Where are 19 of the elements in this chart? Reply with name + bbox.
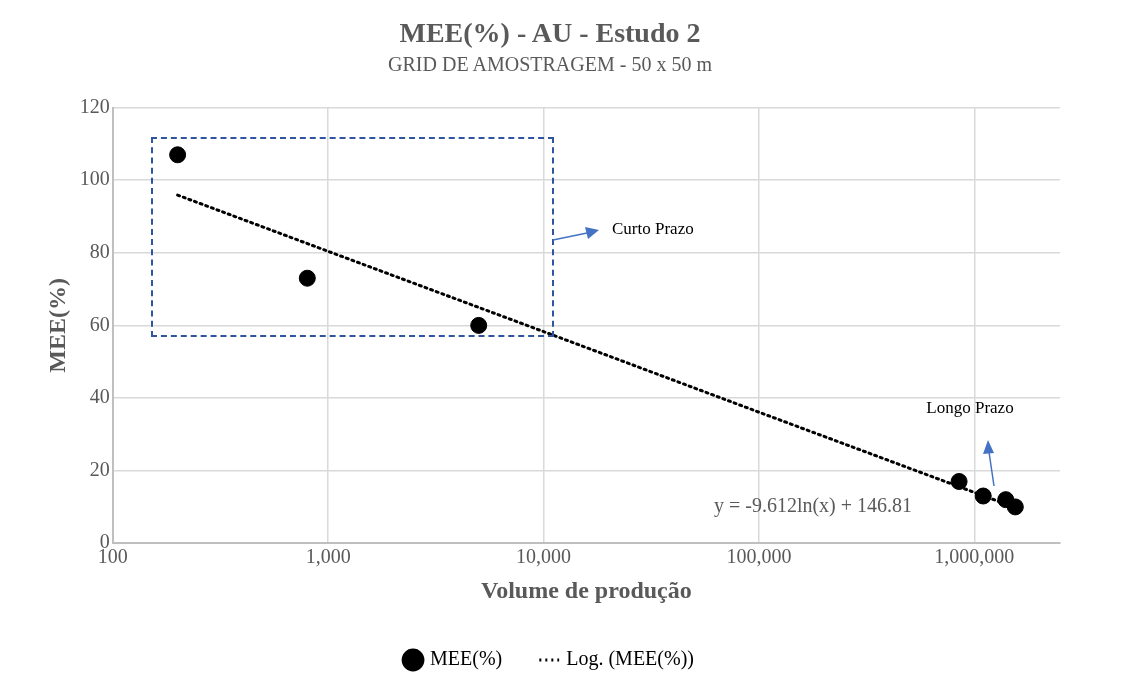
x-tick-label: 1,000,000	[934, 545, 1015, 568]
y-tick-label: 120	[79, 94, 110, 117]
y-axis-title: MEE(%)	[43, 278, 70, 373]
y-tick-label: 80	[89, 240, 110, 263]
x-tick-label: 10,000	[516, 545, 572, 568]
x-axis-title: Volume de produção	[481, 576, 692, 603]
annotation: Longo Prazo	[926, 398, 1014, 418]
x-tick-label: 100,000	[726, 545, 792, 568]
x-tick-label: 1,000	[305, 545, 351, 568]
legend-label: Log. (MEE(%))	[566, 647, 694, 671]
y-tick-label: 20	[89, 457, 110, 480]
annotation: y = -9.612ln(x) + 146.81	[713, 494, 913, 518]
chart-subtitle: GRID DE AMOSTRAGEM - 50 x 50 m	[388, 52, 713, 75]
annotation: Curto Prazo	[612, 219, 694, 239]
legend-label: MEE(%)	[430, 647, 503, 671]
y-tick-label: 100	[79, 167, 110, 190]
chart-title: MEE(%) - AU - Estudo 2	[399, 17, 701, 49]
y-tick-label: 40	[89, 385, 110, 408]
y-tick-label: 60	[89, 312, 110, 335]
